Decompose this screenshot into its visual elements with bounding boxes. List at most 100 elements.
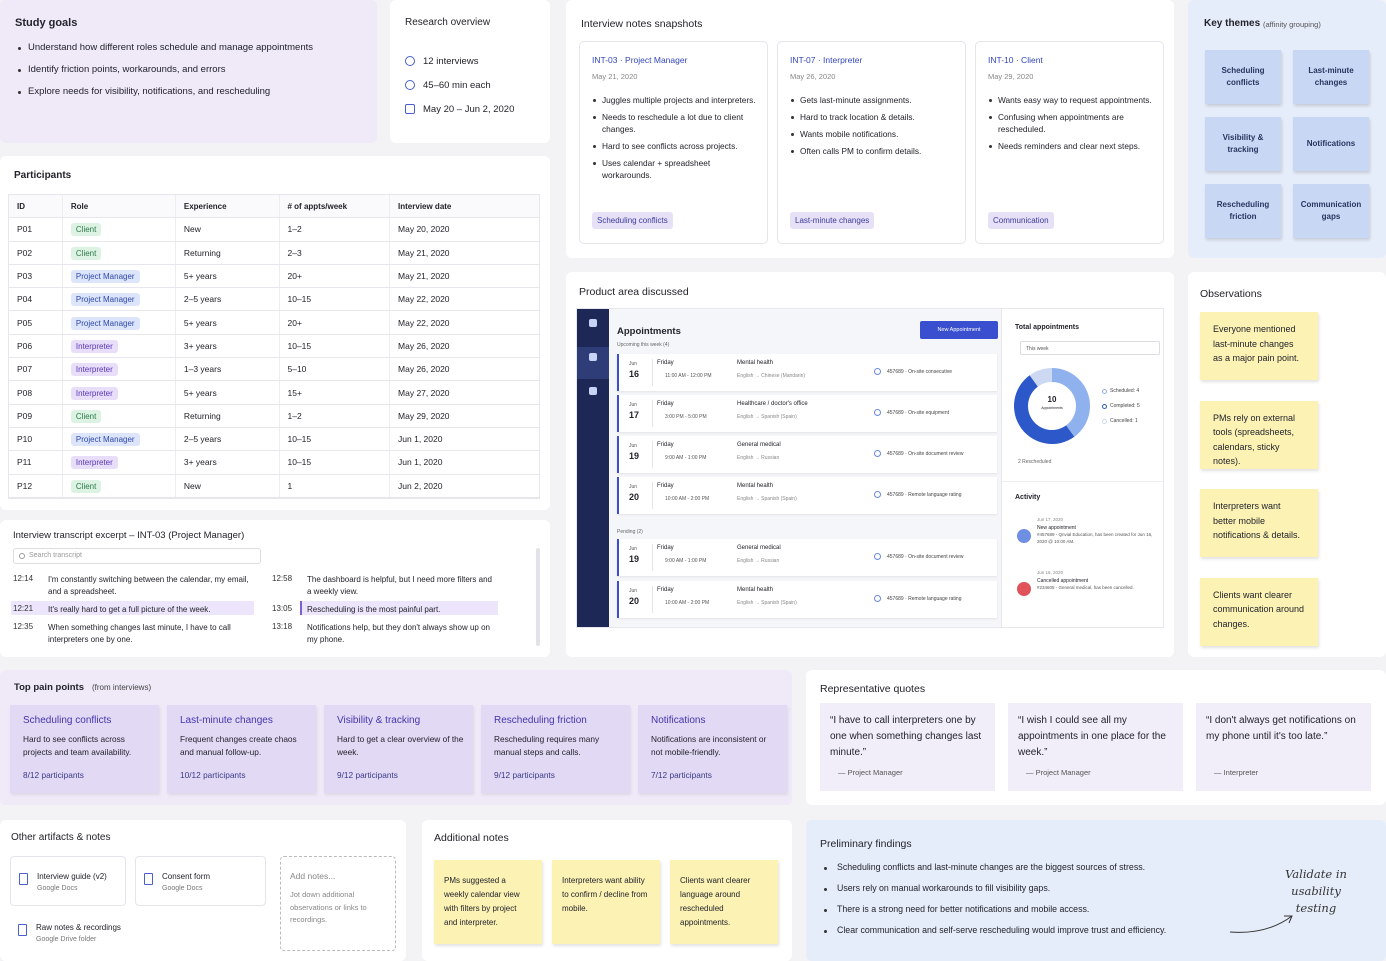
donut-segment	[1029, 368, 1052, 387]
transcript-text: When something changes last minute, I ha…	[48, 623, 231, 644]
bullet-item: Hard to track location & details.	[790, 111, 955, 123]
divider	[652, 544, 653, 571]
bullet-text: Often calls PM to confirm details.	[800, 146, 922, 156]
bullet-text: Hard to see conflicts across projects.	[602, 141, 738, 151]
artifact-source: Google Drive folder	[36, 936, 97, 943]
sticky-note: Interpreters want better mobile notifica…	[1200, 489, 1318, 557]
annotation: Validate in usability testing	[1285, 867, 1347, 915]
artifact-item: Interview guide (v2) Google Docs	[10, 856, 126, 906]
table-cell: P06	[9, 334, 63, 359]
role-badge: Client	[70, 223, 102, 237]
theme-sticky: Notifications	[1293, 117, 1369, 171]
bullet-item: Uses calendar + spreadsheet workarounds.	[592, 157, 757, 181]
language: English → Spanish (Spain)	[737, 496, 797, 502]
quote-text: “I have to call interpreters one by one …	[830, 715, 982, 758]
card-title: Last-minute changes	[180, 715, 273, 726]
role-badge: Project Manager	[70, 316, 140, 330]
bullet	[593, 145, 596, 148]
time: 9:00 AM - 1:00 PM	[665, 455, 707, 461]
bullet-text: Uses calendar + spreadsheet workarounds.	[602, 158, 711, 180]
language: English → Spanish (Spain)	[737, 600, 797, 606]
bullet-text: Needs reminders and clear next steps.	[998, 141, 1141, 151]
timestamp: 12:14	[13, 574, 34, 583]
quote-author: — Interpreter	[1214, 768, 1259, 777]
table-cell: P05	[9, 310, 63, 335]
bullet	[18, 91, 21, 94]
table-cell: May 22, 2020	[389, 310, 539, 335]
table-cell: May 20, 2020	[389, 217, 539, 242]
day: 19	[629, 554, 640, 564]
table-cell: P09	[9, 404, 63, 428]
bullet-text: Gets last-minute assignments.	[800, 95, 912, 105]
artifact-source: Google Docs	[37, 885, 78, 892]
theme-sticky: Rescheduling friction	[1205, 184, 1281, 238]
table-row: P10 Project Manager 2–5 years 10–15 Jun 1, 2…	[9, 427, 539, 452]
quote-author: — Project Manager	[838, 768, 903, 777]
study-goals-panel: Study goals Understand how different role…	[0, 0, 377, 143]
role-badge: Interpreter	[70, 456, 118, 470]
sticky-note: Everyone mentioned last-minute changes a…	[1200, 312, 1318, 380]
table-cell: Project Manager	[61, 310, 176, 335]
pain-point-card: Rescheduling friction Rescheduling requir…	[481, 705, 630, 793]
panel-title: Research overview	[405, 17, 491, 28]
theme-label: Rescheduling friction	[1216, 200, 1270, 221]
card-date: May 29, 2020	[988, 72, 1034, 81]
theme-sticky: Last-minute changes	[1293, 50, 1369, 104]
table-cell: May 22, 2020	[389, 287, 539, 312]
add-notes[interactable]: Add notes... Jot down additional observat…	[280, 856, 396, 951]
artifact-name: Interview guide (v2)	[37, 872, 107, 881]
theme-label: Communication gaps	[1300, 200, 1362, 221]
time: 11:00 AM - 12:00 PM	[665, 373, 712, 379]
table-cell: 5+ years	[174, 310, 279, 335]
note-text: Clients want clearer communication aroun…	[1213, 589, 1305, 629]
artifact-source: Google Docs	[162, 885, 203, 892]
bullet-text: Needs to reschedule a lot due to client …	[602, 112, 744, 134]
transcript-text: Notifications help, but they don't alway…	[307, 623, 490, 644]
research-overview-panel: Research overview 12 interviews 45–60 min …	[390, 0, 550, 143]
table-cell: Returning	[174, 241, 279, 265]
sticky-note: Clients want clearer language around res…	[670, 860, 778, 944]
card-title: Visibility & tracking	[337, 715, 421, 726]
month: Jun	[629, 443, 638, 449]
table-cell: Jun 1, 2020	[389, 450, 539, 475]
table-cell: P10	[9, 427, 63, 452]
month: Jun	[629, 361, 638, 367]
nav-icon	[589, 319, 597, 327]
appointment-row: Jun 16 Friday 11:00 AM - 12:00 PM Mental hea…	[617, 354, 997, 391]
table-cell: 15+	[278, 380, 390, 405]
legend-marker	[1102, 404, 1107, 409]
doc-icon	[18, 924, 27, 936]
bullet	[18, 69, 21, 72]
appointment-row: Jun 19 Friday 9:00 AM - 1:00 PM General medi…	[617, 539, 997, 576]
sticky-note: PMs suggested a weekly calendar view wit…	[434, 860, 542, 944]
divider	[1002, 481, 1163, 482]
new-appointment-button[interactable]: New Appointment	[920, 321, 998, 339]
service: Mental health	[737, 360, 774, 366]
language: English → Spanish (Spain)	[737, 414, 797, 420]
card-desc: Notifications are inconsistent or not mo…	[651, 734, 767, 757]
timestamp: 13:18	[272, 622, 293, 631]
role-badge: Interpreter	[70, 363, 118, 377]
table-cell: Client	[61, 404, 176, 428]
bullet	[791, 116, 794, 119]
table-cell: P08	[9, 380, 63, 405]
panel-title: Observations	[1200, 288, 1262, 300]
day: 17	[629, 410, 640, 420]
card-count: 9/12 participants	[337, 770, 398, 780]
panel-title: Study goals	[15, 17, 78, 29]
panel-title: Key themes	[1204, 18, 1261, 29]
donut-total: 10	[1047, 395, 1057, 404]
table-cell: Project Manager	[61, 264, 176, 289]
legend-marker	[1102, 419, 1107, 424]
role-badge: Project Manager	[70, 433, 140, 447]
table-cell: 2–5 years	[174, 287, 279, 312]
table-cell: Jun 1, 2020	[389, 427, 539, 452]
transcript-panel: Interview transcript excerpt – INT-03 (P…	[0, 520, 550, 657]
artifacts-panel: Other artifacts & notes Interview guide (…	[0, 820, 406, 961]
legend-label: Scheduled: 4	[1110, 388, 1140, 394]
time: 10:00 AM - 2:00 PM	[665, 600, 710, 606]
column-header: Experience	[174, 195, 279, 219]
finding-item: There is a strong need for better notifi…	[837, 904, 1090, 914]
transcript-text: I'm constantly switching between the cal…	[48, 575, 249, 596]
appointment-row: Jun 19 Friday 9:00 AM - 1:00 PM General medi…	[617, 436, 997, 473]
